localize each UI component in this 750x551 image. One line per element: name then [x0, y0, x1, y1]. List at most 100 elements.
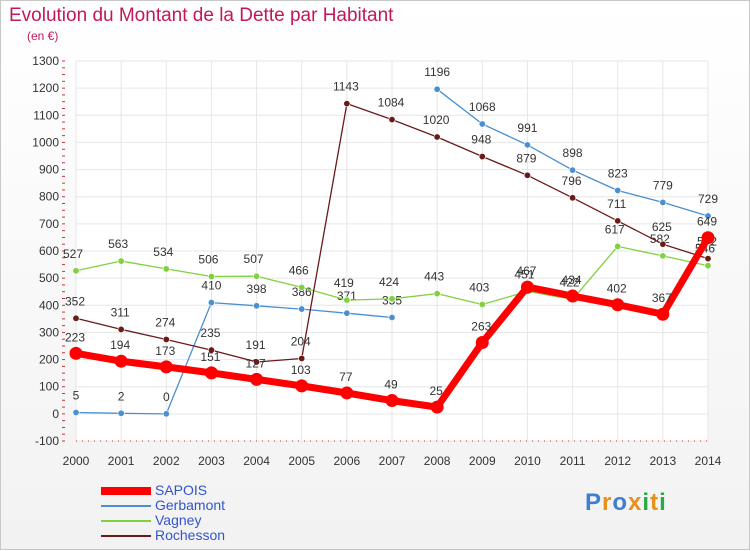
y-tick-label: 1200 — [32, 81, 59, 95]
x-tick-label: 2014 — [695, 454, 722, 468]
x-tick-label: 2003 — [198, 454, 225, 468]
data-label-gerbamont: 410 — [201, 279, 221, 293]
data-point-vagney — [253, 272, 261, 280]
data-label-sapois: 194 — [110, 338, 130, 352]
data-point-sapois — [340, 386, 354, 400]
data-label-vagney: 422 — [560, 275, 580, 289]
data-label-sapois: 77 — [339, 370, 353, 384]
data-point-rochesson — [614, 217, 622, 225]
chart-subtitle: (en €) — [27, 29, 59, 43]
y-tick-label: 1300 — [32, 54, 59, 68]
data-label-sapois: 649 — [697, 215, 717, 229]
data-point-sapois — [656, 307, 670, 321]
data-point-rochesson — [388, 116, 396, 124]
x-tick-label: 2010 — [514, 454, 541, 468]
x-tick-label: 2011 — [560, 454, 586, 468]
data-point-gerbamont — [207, 299, 215, 307]
data-label-rochesson: 352 — [65, 294, 85, 308]
logo-letter: r — [602, 489, 613, 516]
x-tick-label: 2009 — [469, 454, 496, 468]
legend-swatch — [101, 505, 151, 507]
data-point-rochesson — [433, 133, 441, 141]
data-label-rochesson: 625 — [652, 220, 672, 234]
x-tick-label: 2001 — [108, 454, 135, 468]
data-label-sapois: 402 — [607, 282, 627, 296]
data-point-gerbamont — [388, 313, 396, 321]
data-label-gerbamont: 729 — [698, 192, 718, 206]
data-label-rochesson: 1143 — [333, 80, 359, 94]
data-point-sapois — [611, 298, 625, 312]
y-tick-label: 100 — [39, 380, 59, 394]
x-tick-label: 2006 — [334, 454, 361, 468]
data-point-rochesson — [253, 358, 261, 366]
data-label-rochesson: 191 — [246, 338, 266, 352]
legend-swatch — [101, 535, 151, 537]
data-point-vagney — [433, 290, 441, 298]
legend-label: Vagney — [155, 512, 202, 528]
data-point-sapois — [385, 394, 399, 408]
data-point-rochesson — [117, 325, 125, 333]
y-tick-label: 1100 — [33, 108, 59, 122]
data-point-sapois — [566, 289, 580, 303]
data-point-rochesson — [72, 314, 80, 322]
data-point-gerbamont — [72, 408, 80, 416]
data-label-vagney: 419 — [334, 276, 354, 290]
x-tick-label: 2007 — [379, 454, 406, 468]
y-tick-label: 200 — [39, 353, 59, 367]
data-point-gerbamont — [253, 302, 261, 310]
data-point-rochesson — [298, 354, 306, 362]
legend-item-rochesson: Rochesson — [101, 528, 301, 543]
data-point-vagney — [704, 262, 712, 270]
data-label-rochesson: 1084 — [378, 96, 405, 110]
y-tick-label: 0 — [52, 407, 59, 421]
data-point-sapois — [295, 379, 309, 393]
data-label-sapois: 467 — [516, 264, 536, 278]
data-label-vagney: 424 — [379, 275, 399, 289]
y-tick-label: 500 — [39, 271, 59, 285]
legend-label: Gerbamont — [155, 497, 226, 513]
data-point-vagney — [614, 242, 622, 250]
y-tick-label: 400 — [39, 298, 59, 312]
data-point-gerbamont — [343, 309, 351, 317]
x-tick-label: 2004 — [243, 454, 270, 468]
data-label-gerbamont: 823 — [608, 166, 628, 180]
x-tick-label: 2005 — [288, 454, 315, 468]
data-point-rochesson — [659, 240, 667, 248]
data-label-rochesson: 948 — [471, 133, 491, 147]
data-label-vagney: 527 — [63, 247, 83, 261]
data-label-rochesson: 1020 — [423, 113, 450, 127]
data-point-gerbamont — [659, 198, 667, 206]
data-label-sapois: 151 — [200, 350, 220, 364]
data-label-rochesson: 235 — [200, 326, 220, 340]
data-point-rochesson — [704, 255, 712, 263]
data-point-sapois — [159, 360, 173, 374]
logo-letter: P — [585, 489, 603, 516]
data-label-rochesson: 879 — [516, 151, 536, 165]
data-label-vagney: 466 — [289, 263, 309, 277]
data-point-gerbamont — [523, 141, 531, 149]
data-point-vagney — [659, 252, 667, 260]
y-tick-label: -100 — [35, 434, 59, 448]
y-tick-label: 900 — [39, 163, 59, 177]
logo-letter: i — [642, 489, 651, 516]
legend-item-sapois: SAPOIS — [101, 483, 301, 498]
legend-item-vagney: Vagney — [101, 513, 301, 528]
legend-label: Rochesson — [155, 527, 226, 543]
data-label-vagney: 563 — [108, 237, 128, 251]
data-point-gerbamont — [433, 85, 441, 93]
y-tick-label: 1000 — [32, 135, 59, 149]
x-tick-label: 2012 — [604, 454, 631, 468]
data-point-vagney — [207, 273, 215, 281]
data-point-vagney — [117, 257, 125, 265]
legend: SAPOIS Gerbamont Vagney Rochesson — [101, 483, 301, 543]
data-point-vagney — [478, 300, 486, 308]
legend-item-gerbamont: Gerbamont — [101, 498, 301, 513]
data-point-sapois — [204, 366, 218, 380]
data-point-gerbamont — [478, 120, 486, 128]
data-point-sapois — [114, 354, 128, 368]
data-point-rochesson — [343, 100, 351, 108]
x-tick-label: 2002 — [153, 454, 180, 468]
data-label-sapois: 367 — [652, 291, 672, 305]
